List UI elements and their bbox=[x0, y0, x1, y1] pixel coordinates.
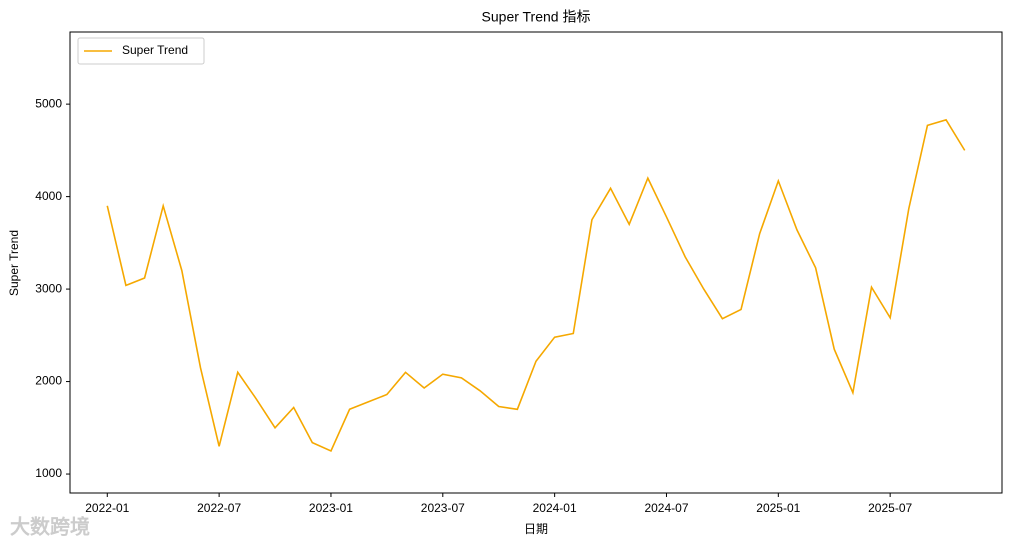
x-tick-label: 2024-01 bbox=[533, 501, 577, 515]
x-tick-label: 2022-07 bbox=[197, 501, 241, 515]
line bbox=[106, 118, 966, 452]
y-tick-label: 2000 bbox=[35, 374, 62, 388]
plot-frame bbox=[69, 31, 1003, 494]
y-tick-label: 5000 bbox=[35, 96, 62, 110]
x-tick-label: 2022-01 bbox=[85, 501, 129, 515]
x-axis-label: 日期 bbox=[524, 522, 548, 536]
legend-box bbox=[77, 37, 205, 65]
watermark: 大数跨境 bbox=[10, 514, 90, 538]
x-tick-label: 2025-01 bbox=[756, 501, 800, 515]
legend-label: Super Trend bbox=[122, 43, 188, 57]
x-tick-label: 2023-01 bbox=[309, 501, 353, 515]
y-tick-label: 4000 bbox=[35, 189, 62, 203]
y-axis-label: Super Trend bbox=[7, 230, 21, 296]
x-tick-label: 2023-07 bbox=[421, 501, 465, 515]
x-tick-label: 2025-07 bbox=[868, 501, 912, 515]
x-tick-label: 2024-07 bbox=[644, 501, 688, 515]
y-tick-label: 1000 bbox=[35, 466, 62, 480]
chart-title: Super Trend 指标 bbox=[482, 9, 591, 25]
y-tick-label: 3000 bbox=[35, 281, 62, 295]
